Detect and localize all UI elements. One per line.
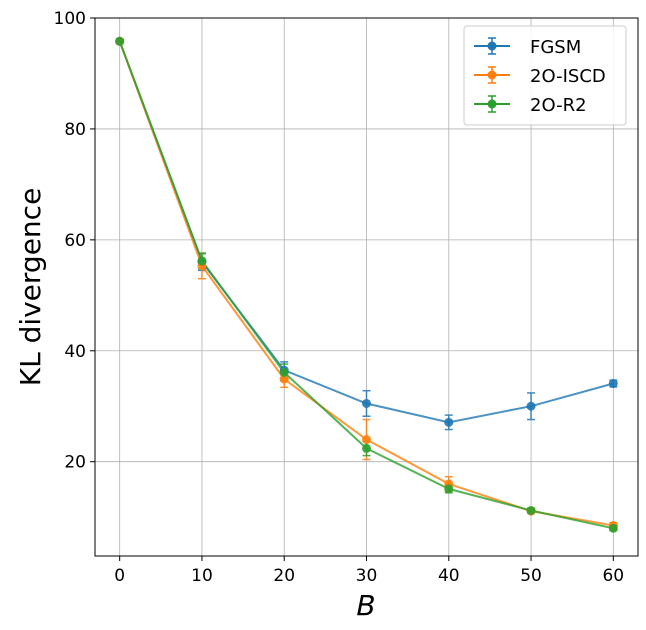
2o-r2-point [444,484,454,494]
y-tick-label: 20 [64,453,86,473]
fgsm-point [362,398,371,408]
y-tick-label: 100 [54,9,86,29]
fgsm-point [608,379,618,389]
grid-lines [95,17,638,556]
2o-r2-point [362,443,371,453]
2o-r2-point [279,367,289,377]
legend-marker [487,41,497,51]
legend-label: 2O-ISCD [530,66,606,87]
2o-iscd-point [279,374,289,384]
legend-marker [487,70,497,80]
2o-r2-point [608,523,618,533]
legend-marker [487,99,497,109]
x-tick-label: 40 [438,566,460,586]
legend-box [463,25,627,126]
x-tick-label: 30 [356,566,378,586]
2o-r2-point [197,256,207,266]
legend-item-2o-iscd: 2O-ISCD [474,66,606,87]
x-tick-label: 10 [191,566,213,586]
legend-item-fgsm: FGSM [474,37,581,58]
x-tick-label: 60 [602,566,624,586]
x-tick-label: 0 [114,566,125,586]
x-axis-label: B [356,589,375,622]
2o-iscd-point [362,435,371,445]
2o-r2-point [115,36,125,46]
legend-item-2o-r2: 2O-R2 [474,95,587,116]
legend-label: FGSM [530,37,581,58]
legend-label: 2O-R2 [530,95,587,116]
y-axis-ticks: 20 40 60 80 100 [54,9,95,473]
y-tick-label: 80 [64,120,86,140]
2o-r2-point [526,506,536,516]
x-axis-ticks: 0 10 20 30 40 50 60 [114,556,624,586]
fgsm-point [444,417,454,427]
x-tick-label: 50 [520,566,542,586]
y-tick-label: 40 [64,342,86,362]
x-tick-label: 20 [273,566,295,586]
series-points [115,36,618,533]
y-axis-label: KL divergence [14,188,47,387]
legend: FGSM 2O-ISCD 2O-R2 [463,25,627,126]
fgsm-point [526,401,536,411]
y-tick-label: 60 [64,231,86,251]
